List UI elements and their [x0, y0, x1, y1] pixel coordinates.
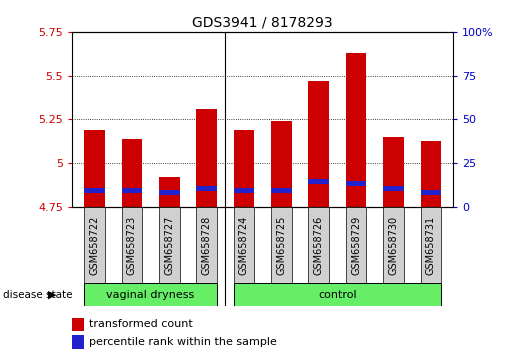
Text: GSM658728: GSM658728: [201, 216, 212, 275]
Bar: [383, 137, 404, 207]
Bar: [308, 207, 329, 283]
Text: ▶: ▶: [48, 290, 57, 300]
Bar: [122, 207, 142, 283]
Bar: [159, 177, 180, 207]
Bar: [308, 81, 329, 207]
Bar: [196, 109, 217, 207]
Bar: [421, 207, 441, 283]
Bar: [196, 207, 217, 283]
Bar: [122, 139, 142, 207]
Title: GDS3941 / 8178293: GDS3941 / 8178293: [192, 15, 333, 29]
Text: GSM658727: GSM658727: [164, 216, 174, 275]
Bar: [421, 141, 441, 207]
Bar: [84, 130, 105, 207]
Text: GSM658726: GSM658726: [314, 216, 324, 275]
Text: GSM658730: GSM658730: [388, 216, 399, 275]
Bar: [159, 190, 180, 195]
Bar: [234, 130, 254, 207]
Text: GSM658729: GSM658729: [351, 216, 361, 275]
Bar: [122, 188, 142, 193]
Bar: [346, 207, 366, 283]
Text: GSM658725: GSM658725: [277, 216, 286, 275]
Bar: [383, 207, 404, 283]
Bar: [159, 207, 180, 283]
Bar: [346, 181, 366, 186]
Bar: [421, 189, 441, 195]
Bar: [196, 186, 217, 191]
Bar: [234, 283, 441, 306]
Text: control: control: [318, 290, 357, 300]
Text: GSM658731: GSM658731: [426, 216, 436, 275]
Bar: [271, 188, 291, 193]
Bar: [84, 188, 105, 193]
Bar: [84, 283, 217, 306]
Text: transformed count: transformed count: [89, 319, 193, 329]
Bar: [271, 121, 291, 207]
Bar: [234, 188, 254, 193]
Bar: [84, 207, 105, 283]
Bar: [271, 207, 291, 283]
Text: disease state: disease state: [3, 290, 72, 300]
Bar: [308, 179, 329, 184]
Bar: [72, 335, 83, 349]
Text: GSM658723: GSM658723: [127, 216, 137, 275]
Bar: [383, 186, 404, 191]
Text: GSM658722: GSM658722: [90, 216, 99, 275]
Bar: [234, 207, 254, 283]
Text: vaginal dryness: vaginal dryness: [107, 290, 195, 300]
Text: percentile rank within the sample: percentile rank within the sample: [89, 337, 277, 347]
Bar: [346, 53, 366, 207]
Bar: [72, 318, 83, 331]
Text: GSM658724: GSM658724: [239, 216, 249, 275]
